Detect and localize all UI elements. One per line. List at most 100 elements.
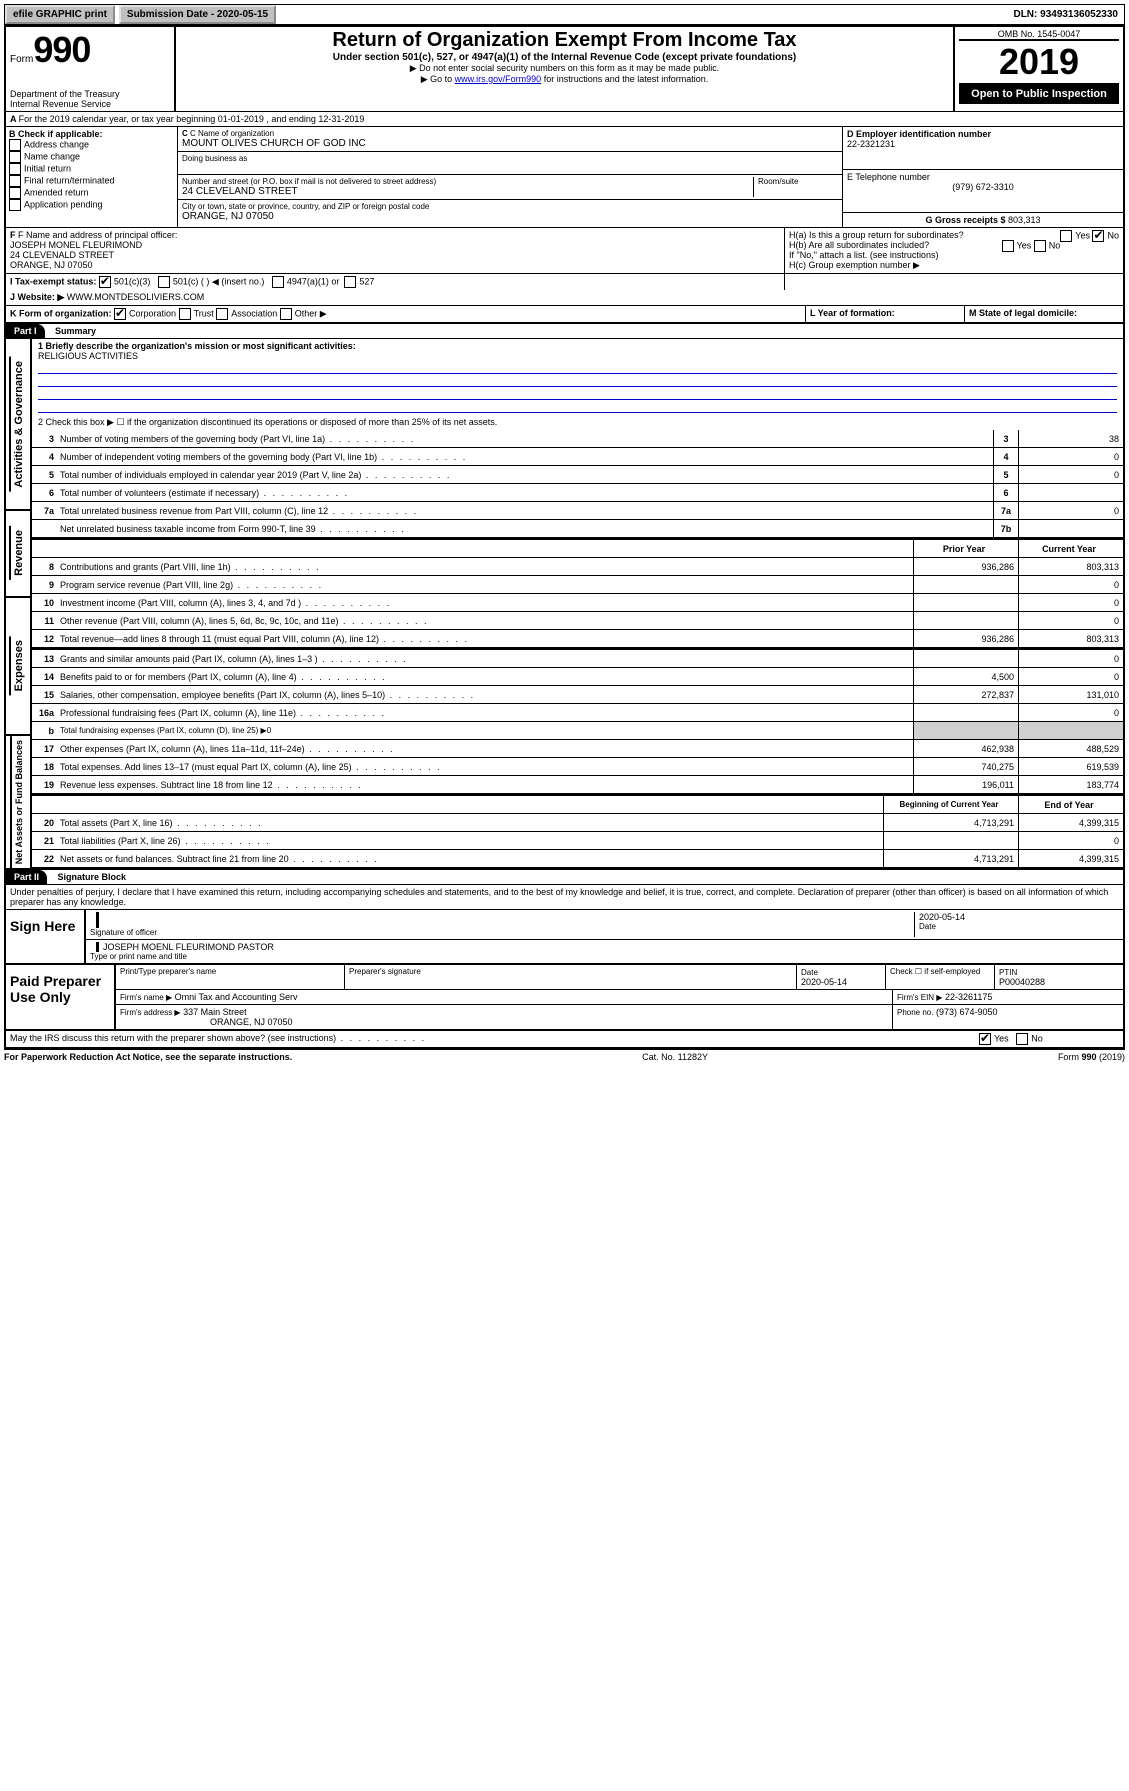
table-row: 18Total expenses. Add lines 13–17 (must … bbox=[32, 758, 1123, 776]
sidebar-revenue: Revenue bbox=[9, 526, 27, 580]
city-value: ORANGE, NJ 07050 bbox=[182, 211, 838, 222]
table-row: 3Number of voting members of the governi… bbox=[32, 430, 1123, 448]
part1-table: Activities & Governance Revenue Expenses… bbox=[4, 339, 1125, 870]
form-number: Form990 bbox=[10, 29, 170, 71]
line1: 1 Briefly describe the organization's mi… bbox=[32, 339, 1123, 415]
i-527[interactable] bbox=[344, 276, 356, 288]
org-name: MOUNT OLIVES CHURCH OF GOD INC bbox=[182, 138, 838, 149]
i-501c3[interactable] bbox=[99, 276, 111, 288]
table-row: 15Salaries, other compensation, employee… bbox=[32, 686, 1123, 704]
dba-label: Doing business as bbox=[182, 154, 838, 163]
page-footer: For Paperwork Reduction Act Notice, see … bbox=[4, 1049, 1125, 1062]
table-row: 20Total assets (Part X, line 16)4,713,29… bbox=[32, 814, 1123, 832]
hb-note: If "No," attach a list. (see instruction… bbox=[789, 250, 1119, 260]
ha-yes[interactable] bbox=[1060, 230, 1072, 242]
k-other[interactable] bbox=[280, 308, 292, 320]
table-row: 22Net assets or fund balances. Subtract … bbox=[32, 850, 1123, 868]
k-trust[interactable] bbox=[179, 308, 191, 320]
phone-label: E Telephone number bbox=[847, 172, 1119, 182]
discuss-yes[interactable] bbox=[979, 1033, 991, 1045]
dln-label: DLN: 93493136052330 bbox=[1007, 7, 1124, 22]
k-assoc[interactable] bbox=[216, 308, 228, 320]
prep-name-label: Print/Type preparer's name bbox=[116, 965, 345, 989]
table-row: 4Number of independent voting members of… bbox=[32, 448, 1123, 466]
checkbox-amended[interactable] bbox=[9, 187, 21, 199]
officer-addr1: 24 CLEVENALD STREET bbox=[10, 250, 780, 260]
table-row: 8Contributions and grants (Part VIII, li… bbox=[32, 558, 1123, 576]
header-boxes: B Check if applicable: Address change Na… bbox=[4, 126, 1125, 227]
table-row: 7aTotal unrelated business revenue from … bbox=[32, 502, 1123, 520]
sign-here-label: Sign Here bbox=[6, 910, 86, 963]
sidebar-governance: Activities & Governance bbox=[9, 357, 27, 492]
sign-here-block: Sign Here Signature of officer 2020-05-1… bbox=[4, 910, 1125, 965]
irs-link[interactable]: www.irs.gov/Form990 bbox=[455, 74, 542, 84]
hb-yes[interactable] bbox=[1002, 240, 1014, 252]
checkbox-name-change[interactable] bbox=[9, 151, 21, 163]
net-header: Beginning of Current Year End of Year bbox=[32, 794, 1123, 814]
footer-mid: Cat. No. 11282Y bbox=[642, 1052, 708, 1062]
firm-addr-cell: Firm's address ▶ 337 Main Street ORANGE,… bbox=[116, 1005, 893, 1029]
firm-name-cell: Firm's name ▶ Omni Tax and Accounting Se… bbox=[116, 990, 893, 1004]
table-row: 19Revenue less expenses. Subtract line 1… bbox=[32, 776, 1123, 794]
form-header: Form990 Department of the Treasury Inter… bbox=[4, 25, 1125, 111]
name-label: C C Name of organization bbox=[182, 129, 838, 138]
paid-preparer-block: Paid Preparer Use Only Print/Type prepar… bbox=[4, 965, 1125, 1031]
row-i: I Tax-exempt status: 501(c)(3) 501(c) ( … bbox=[6, 274, 785, 290]
row-klm: K Form of organization: Corporation Trus… bbox=[4, 306, 1125, 324]
open-public-badge: Open to Public Inspection bbox=[959, 84, 1119, 104]
table-row: 11Other revenue (Part VIII, column (A), … bbox=[32, 612, 1123, 630]
discuss-row: May the IRS discuss this return with the… bbox=[4, 1031, 1125, 1049]
part1-title: Summary bbox=[47, 326, 96, 336]
top-toolbar: efile GRAPHIC print Submission Date - 20… bbox=[4, 4, 1125, 25]
k-corp[interactable] bbox=[114, 308, 126, 320]
form-subtitle: Under section 501(c), 527, or 4947(a)(1)… bbox=[180, 52, 949, 63]
box-b: B Check if applicable: Address change Na… bbox=[6, 127, 178, 227]
table-row: 6Total number of volunteers (estimate if… bbox=[32, 484, 1123, 502]
line2: 2 Check this box ▶ ☐ if the organization… bbox=[32, 415, 1123, 430]
table-row: 14Benefits paid to or for members (Part … bbox=[32, 668, 1123, 686]
i-501c[interactable] bbox=[158, 276, 170, 288]
discuss-no[interactable] bbox=[1016, 1033, 1028, 1045]
tax-year: 2019 bbox=[959, 40, 1119, 84]
perjury-text: Under penalties of perjury, I declare th… bbox=[4, 885, 1125, 910]
checkbox-app-pending[interactable] bbox=[9, 199, 21, 211]
gross-receipts-value: 803,313 bbox=[1008, 215, 1041, 225]
sidebar-netassets: Net Assets or Fund Balances bbox=[10, 736, 26, 868]
rev-header: Prior Year Current Year bbox=[32, 538, 1123, 558]
footer-right: Form 990 (2019) bbox=[1058, 1052, 1125, 1062]
city-label: City or town, state or province, country… bbox=[182, 202, 838, 211]
part1-badge: Part I bbox=[6, 324, 45, 338]
part1-header-row: Part I Summary bbox=[4, 324, 1125, 339]
table-row: 21Total liabilities (Part X, line 26)0 bbox=[32, 832, 1123, 850]
sig-date-label: Date bbox=[919, 922, 1119, 931]
officer-group-section: F F Name and address of principal office… bbox=[4, 227, 1125, 290]
addr-label: Number and street (or P.O. box if mail i… bbox=[182, 177, 753, 186]
table-row: 9Program service revenue (Part VIII, lin… bbox=[32, 576, 1123, 594]
street-address: 24 CLEVELAND STREET bbox=[182, 186, 753, 197]
gross-receipts-label: G Gross receipts $ bbox=[925, 215, 1005, 225]
hc-row: H(c) Group exemption number ▶ bbox=[789, 260, 1119, 271]
dept-label: Department of the Treasury bbox=[10, 89, 170, 99]
room-label: Room/suite bbox=[753, 177, 838, 197]
firm-ein-cell: Firm's EIN ▶ 22-3261175 bbox=[893, 990, 1123, 1004]
table-row: bTotal fundraising expenses (Part IX, co… bbox=[32, 722, 1123, 740]
part2-badge: Part II bbox=[6, 870, 47, 884]
table-row: 10Investment income (Part VIII, column (… bbox=[32, 594, 1123, 612]
efile-print-button[interactable]: efile GRAPHIC print bbox=[5, 5, 115, 24]
submission-date-button[interactable]: Submission Date - 2020-05-15 bbox=[119, 5, 276, 24]
hb-no[interactable] bbox=[1034, 240, 1046, 252]
footer-left: For Paperwork Reduction Act Notice, see … bbox=[4, 1052, 292, 1062]
type-name-label: Type or print name and title bbox=[90, 952, 1119, 961]
note-ssn: Do not enter social security numbers on … bbox=[180, 63, 949, 74]
box-f-label: F F Name and address of principal office… bbox=[10, 230, 780, 240]
checkbox-initial-return[interactable] bbox=[9, 163, 21, 175]
table-row: 5Total number of individuals employed in… bbox=[32, 466, 1123, 484]
ha-no[interactable] bbox=[1092, 230, 1104, 242]
row-j: J Website: ▶ WWW.MONTDESOLIVIERS.COM bbox=[4, 290, 1125, 306]
prep-date-cell: Date2020-05-14 bbox=[797, 965, 886, 989]
checkbox-address-change[interactable] bbox=[9, 139, 21, 151]
ein-value: 22-2321231 bbox=[847, 139, 1119, 149]
checkbox-final-return[interactable] bbox=[9, 175, 21, 187]
officer-addr2: ORANGE, NJ 07050 bbox=[10, 260, 780, 270]
i-4947[interactable] bbox=[272, 276, 284, 288]
